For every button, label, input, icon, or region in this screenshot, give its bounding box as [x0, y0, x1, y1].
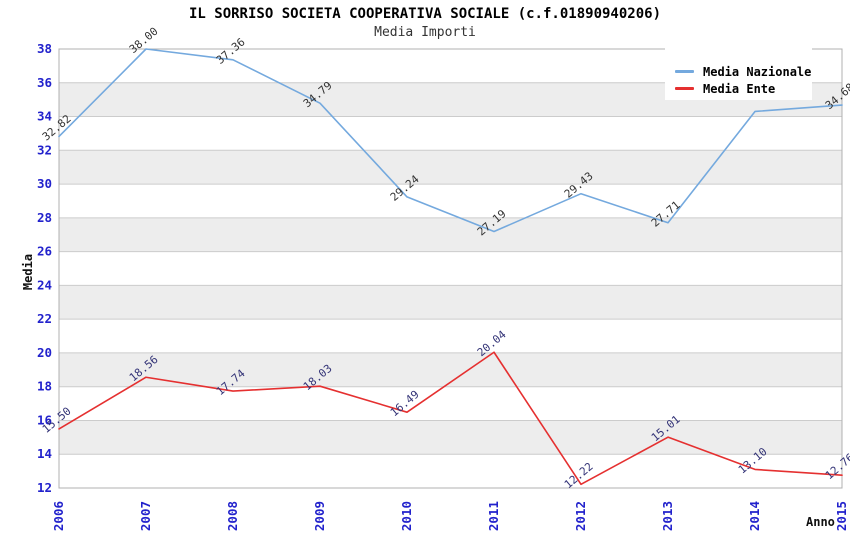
- y-tick-label: 26: [37, 244, 52, 259]
- chart-title: IL SORRISO SOCIETA COOPERATIVA SOCIALE (…: [188, 6, 661, 22]
- legend-item-media-nazionale: Media Nazionale: [675, 63, 812, 80]
- legend-line-marker-blue: [675, 70, 694, 73]
- chart-subtitle: Media Importi: [374, 25, 476, 40]
- background-band: [59, 150, 842, 185]
- x-tick-label: 2011: [486, 501, 501, 531]
- x-tick-label: 2007: [138, 501, 153, 531]
- y-tick-label: 22: [37, 311, 52, 326]
- x-tick-label: 2014: [747, 501, 762, 531]
- point-label: 12.76: [823, 451, 850, 482]
- y-tick-label: 32: [37, 142, 52, 157]
- y-tick-label: 14: [37, 446, 52, 461]
- background-band: [59, 420, 842, 455]
- series-line-media-nazionale: [58, 48, 843, 233]
- x-tick-label: 2010: [399, 501, 414, 531]
- x-tick-label: 2012: [573, 501, 588, 531]
- y-tick-label: 12: [37, 480, 52, 495]
- legend-label: Media Nazionale: [703, 64, 812, 79]
- series-line-media-ente: [58, 351, 843, 486]
- legend-item-media-ente: Media Ente: [675, 80, 812, 97]
- y-tick-label: 38: [37, 41, 52, 56]
- x-axis-title: Anno: [806, 515, 835, 529]
- plot-border: [58, 48, 843, 489]
- y-tick-label: 34: [37, 109, 52, 124]
- x-tick-label: 2013: [660, 501, 675, 531]
- legend-label: Media Ente: [703, 81, 776, 96]
- x-tick-label: 2009: [312, 501, 327, 531]
- y-tick-label: 16: [37, 412, 52, 427]
- background-band: [59, 285, 842, 320]
- x-tick-label: 2015: [834, 501, 849, 531]
- y-axis-title: Media: [21, 253, 35, 291]
- legend-box: Media Nazionale Media Ente: [665, 48, 812, 100]
- point-label: 12.22: [562, 460, 596, 491]
- legend-line-marker-red: [675, 87, 694, 90]
- x-tick-label: 2008: [225, 501, 240, 531]
- y-tick-label: 24: [37, 277, 52, 292]
- x-tick-label: 2006: [51, 501, 66, 531]
- background-band: [59, 352, 842, 387]
- y-tick-label: 20: [37, 345, 52, 360]
- background-band: [59, 217, 842, 252]
- y-tick-label: 30: [37, 176, 52, 191]
- point-label: 16.49: [388, 388, 422, 419]
- y-tick-label: 28: [37, 210, 52, 225]
- y-tick-label: 18: [37, 379, 52, 394]
- point-label: 37.36: [214, 35, 248, 66]
- y-tick-label: 36: [37, 75, 52, 90]
